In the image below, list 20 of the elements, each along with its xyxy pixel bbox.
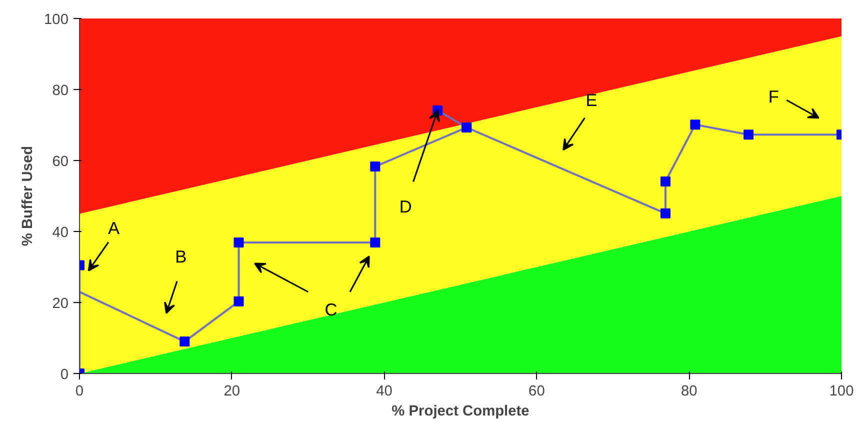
x-tick-label: 40 xyxy=(376,384,392,400)
annotation: F xyxy=(768,86,779,107)
x-tick-label: 20 xyxy=(224,384,240,400)
y-tick-label: 0 xyxy=(60,367,69,383)
x-tick-label: 100 xyxy=(829,384,854,400)
x-tick-label: 60 xyxy=(528,384,545,400)
annotation: C xyxy=(324,300,338,320)
x-tick-label: 80 xyxy=(680,384,698,400)
annotation: A xyxy=(108,218,120,238)
annotation: B xyxy=(175,246,187,266)
y-axis-title: % Buffer Used xyxy=(20,146,36,246)
y-tick-label: 20 xyxy=(52,296,69,312)
annotation: E xyxy=(586,90,598,110)
y-tick-label: 40 xyxy=(52,225,69,241)
x-tick-label: 0 xyxy=(75,384,84,400)
x-axis-title: % Project Complete xyxy=(392,404,530,420)
y-tick-label: 100 xyxy=(44,12,69,28)
y-tick-label: 80 xyxy=(52,83,69,99)
y-tick-label: 60 xyxy=(52,154,69,170)
annotation: D xyxy=(399,196,412,217)
